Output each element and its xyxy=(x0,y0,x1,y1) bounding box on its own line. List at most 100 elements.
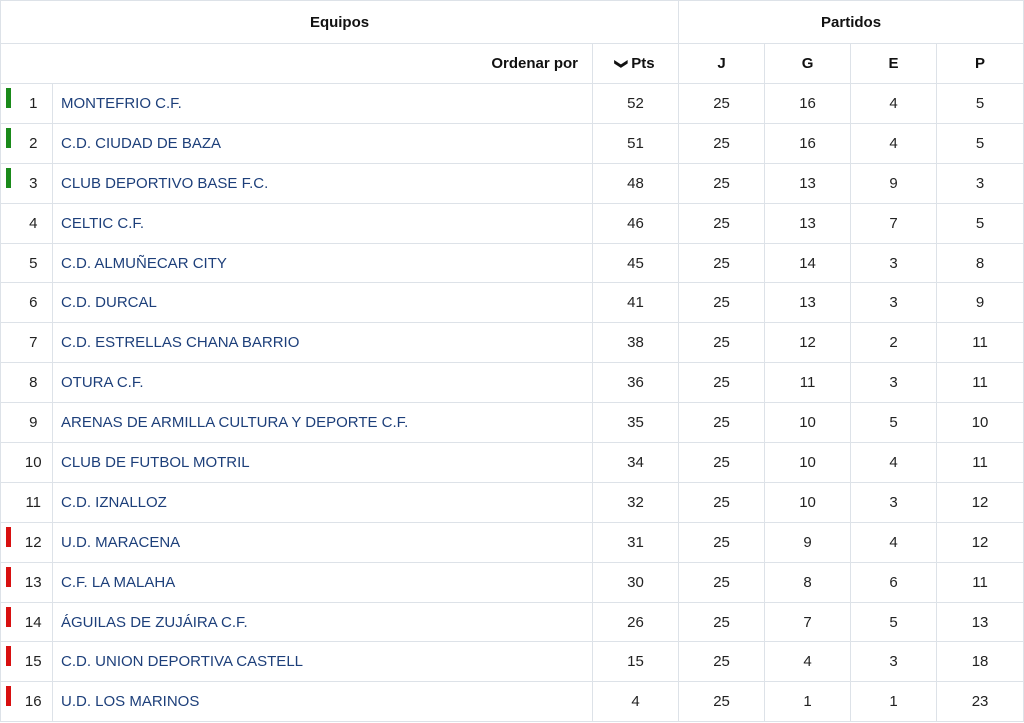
team-name-link[interactable]: C.F. LA MALAHA xyxy=(52,561,593,603)
points-cell: 35 xyxy=(591,402,680,444)
lost-cell: 11 xyxy=(936,362,1024,404)
team-name-link[interactable]: CLUB DEPORTIVO BASE F.C. xyxy=(52,162,593,204)
position-cell: 15 xyxy=(14,641,53,683)
table-row: 10 CLUB DE FUTBOL MOTRIL 34 25 10 4 11 xyxy=(0,442,1024,483)
position-cell: 11 xyxy=(14,481,53,523)
won-cell: 1 xyxy=(764,681,852,723)
zone-marker-cell xyxy=(0,521,15,563)
zone-marker-cell xyxy=(0,402,15,444)
drawn-cell: 4 xyxy=(850,521,938,563)
lost-cell: 13 xyxy=(936,601,1024,643)
table-row: 8 OTURA C.F. 36 25 11 3 11 xyxy=(0,362,1024,404)
zone-marker-cell xyxy=(0,641,15,683)
won-cell: 11 xyxy=(764,362,852,404)
team-name-link[interactable]: C.D. IZNALLOZ xyxy=(52,481,593,523)
lost-cell: 9 xyxy=(936,282,1024,324)
played-cell: 25 xyxy=(678,641,766,683)
points-cell: 51 xyxy=(591,122,680,164)
drawn-cell: 1 xyxy=(850,681,938,723)
position-cell: 16 xyxy=(14,681,53,723)
lost-cell: 5 xyxy=(936,202,1024,244)
team-name-link[interactable]: OTURA C.F. xyxy=(52,362,593,404)
drawn-cell: 4 xyxy=(850,442,938,483)
drawn-cell: 2 xyxy=(850,322,938,364)
position-cell: 6 xyxy=(14,282,53,324)
position-cell: 10 xyxy=(14,442,53,483)
position-cell: 14 xyxy=(14,601,53,643)
played-cell: 25 xyxy=(678,681,766,723)
won-cell: 10 xyxy=(764,442,852,483)
table-row: 2 C.D. CIUDAD DE BAZA 51 25 16 4 5 xyxy=(0,122,1024,164)
zone-marker-cell xyxy=(0,322,15,364)
lost-cell: 18 xyxy=(936,641,1024,683)
drawn-cell: 7 xyxy=(850,202,938,244)
table-row: 3 CLUB DEPORTIVO BASE F.C. 48 25 13 9 3 xyxy=(0,162,1024,204)
promotion-zone-marker xyxy=(6,167,11,188)
lost-cell: 12 xyxy=(936,481,1024,523)
team-name-link[interactable]: ÁGUILAS DE ZUJÁIRA C.F. xyxy=(52,601,593,643)
points-cell: 34 xyxy=(591,442,680,483)
team-name-link[interactable]: C.D. DURCAL xyxy=(52,282,593,324)
zone-marker-cell xyxy=(0,681,15,723)
won-cell: 8 xyxy=(764,561,852,603)
p-header[interactable]: P xyxy=(936,43,1024,84)
won-cell: 12 xyxy=(764,322,852,364)
points-cell: 38 xyxy=(591,322,680,364)
position-cell: 4 xyxy=(14,202,53,244)
g-header[interactable]: G xyxy=(764,43,852,84)
lost-cell: 3 xyxy=(936,162,1024,204)
drawn-cell: 3 xyxy=(850,481,938,523)
promotion-zone-marker xyxy=(6,127,11,148)
position-cell: 5 xyxy=(14,242,53,284)
team-name-link[interactable]: C.D. ALMUÑECAR CITY xyxy=(52,242,593,284)
team-name-link[interactable]: C.D. UNION DEPORTIVA CASTELL xyxy=(52,641,593,683)
points-cell: 15 xyxy=(591,641,680,683)
team-name-link[interactable]: ARENAS DE ARMILLA CULTURA Y DEPORTE C.F. xyxy=(52,402,593,444)
played-cell: 25 xyxy=(678,481,766,523)
table-row: 16 U.D. LOS MARINOS 4 25 1 1 23 xyxy=(0,681,1024,723)
e-header[interactable]: E xyxy=(850,43,938,84)
played-cell: 25 xyxy=(678,122,766,164)
won-cell: 13 xyxy=(764,282,852,324)
team-name-link[interactable]: U.D. MARACENA xyxy=(52,521,593,563)
team-name-link[interactable]: CLUB DE FUTBOL MOTRIL xyxy=(52,442,593,483)
lost-cell: 11 xyxy=(936,322,1024,364)
table-row: 15 C.D. UNION DEPORTIVA CASTELL 15 25 4 3 18 xyxy=(0,641,1024,683)
lost-cell: 12 xyxy=(936,521,1024,563)
table-row: 12 U.D. MARACENA 31 25 9 4 12 xyxy=(0,521,1024,563)
zone-marker-cell xyxy=(0,601,15,643)
standings-body: 1 MONTEFRIO C.F. 52 25 16 4 5 2 C.D. CIUDAD DE B… xyxy=(0,83,1024,723)
played-cell: 25 xyxy=(678,83,766,124)
team-name-link[interactable]: CELTIC C.F. xyxy=(52,202,593,244)
lost-cell: 8 xyxy=(936,242,1024,284)
points-cell: 31 xyxy=(591,521,680,563)
won-cell: 13 xyxy=(764,162,852,204)
team-name-link[interactable]: C.D. CIUDAD DE BAZA xyxy=(52,122,593,164)
points-cell: 45 xyxy=(591,242,680,284)
team-name-link[interactable]: MONTEFRIO C.F. xyxy=(52,83,593,124)
drawn-cell: 4 xyxy=(850,122,938,164)
pts-header: Pts xyxy=(631,55,655,72)
zone-marker-cell xyxy=(0,162,15,204)
played-cell: 25 xyxy=(678,362,766,404)
table-row: 5 C.D. ALMUÑECAR CITY 45 25 14 3 8 xyxy=(0,242,1024,284)
drawn-cell: 3 xyxy=(850,362,938,404)
position-cell: 13 xyxy=(14,561,53,603)
table-row: 13 C.F. LA MALAHA 30 25 8 6 11 xyxy=(0,561,1024,603)
lost-cell: 5 xyxy=(936,122,1024,164)
table-row: 9 ARENAS DE ARMILLA CULTURA Y DEPORTE C.F… xyxy=(0,402,1024,444)
won-cell: 14 xyxy=(764,242,852,284)
position-cell: 2 xyxy=(14,122,53,164)
team-name-link[interactable]: U.D. LOS MARINOS xyxy=(52,681,593,723)
promotion-zone-marker xyxy=(6,88,11,108)
team-name-link[interactable]: C.D. ESTRELLAS CHANA BARRIO xyxy=(52,322,593,364)
played-cell: 25 xyxy=(678,442,766,483)
played-cell: 25 xyxy=(678,601,766,643)
j-header[interactable]: J xyxy=(678,43,766,84)
table-row: 6 C.D. DURCAL 41 25 13 3 9 xyxy=(0,282,1024,324)
sort-pts-button[interactable]: ❯Pts xyxy=(591,43,680,84)
won-cell: 4 xyxy=(764,641,852,683)
teams-group-header: Equipos xyxy=(0,0,680,44)
played-cell: 25 xyxy=(678,322,766,364)
sort-by-label: Ordenar por xyxy=(0,43,593,84)
